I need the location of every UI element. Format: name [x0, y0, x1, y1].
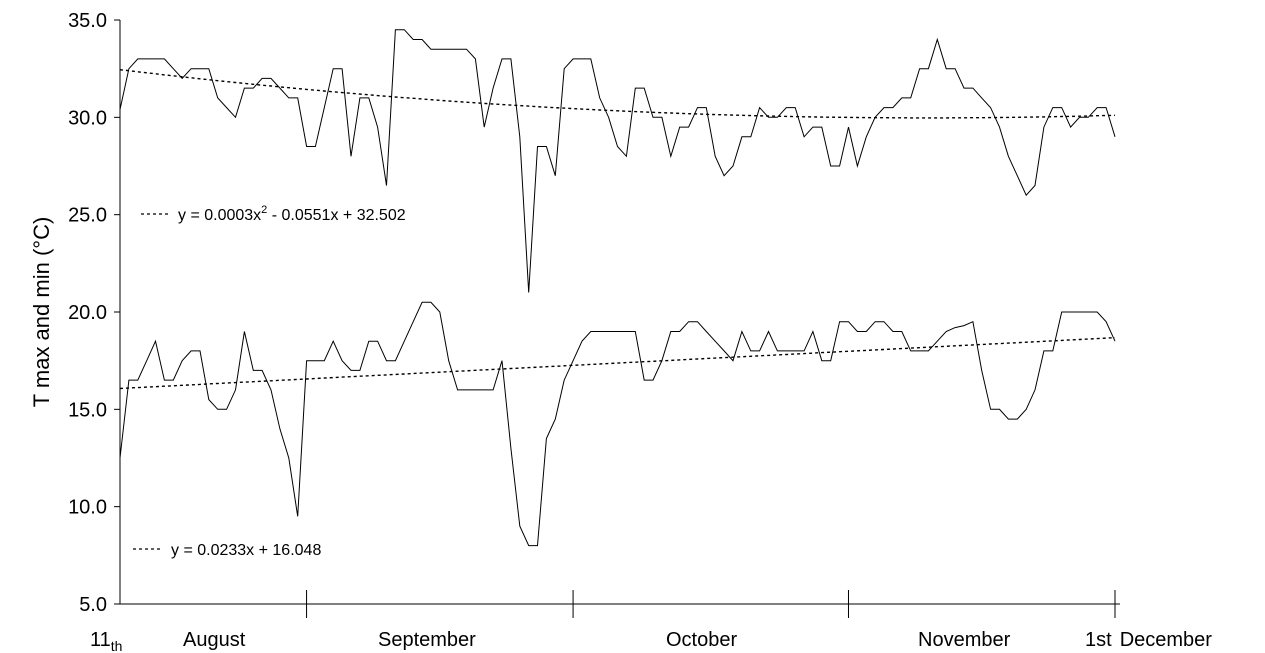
x-label-october: October [666, 629, 737, 651]
chart-axes [115, 20, 1120, 605]
y-ticks: 5.0 10.0 15.0 20.0 25.0 30.0 35.0 [68, 10, 120, 616]
y-tick-label-0: 5.0 [79, 594, 107, 616]
x-ticks [306, 590, 1116, 618]
x-label-start: 11th [90, 629, 122, 653]
trendline-tmin [119, 337, 1116, 390]
x-axis-labels: 11th August September October November 1… [90, 629, 1212, 653]
series-lines [119, 29, 1116, 547]
tmin-trend-equation: y = 0.0233x + 16.048 [171, 542, 321, 559]
y-axis-label: T max and min (°C) [29, 217, 54, 408]
x-label-september: September [378, 629, 476, 651]
x-label-november: November [918, 629, 1011, 651]
y-tick-label-5: 30.0 [68, 107, 107, 129]
series-line-tmin [119, 301, 1116, 547]
y-tick-label-1: 10.0 [68, 497, 107, 519]
y-tick-label-3: 20.0 [68, 302, 107, 324]
y-tick-label-6: 35.0 [68, 10, 107, 32]
tmax-trend-equation: y = 0.0003x2 - 0.0551x + 32.502 [178, 204, 406, 224]
x-label-end: 1st December [1085, 629, 1212, 651]
trendline-legends: y = 0.0003x2 - 0.0551x + 32.502 y = 0.02… [133, 204, 406, 559]
trendlines [119, 69, 1116, 390]
series-line-tmax [119, 29, 1116, 293]
x-label-august: August [183, 629, 246, 651]
y-tick-label-2: 15.0 [68, 399, 107, 421]
y-tick-label-4: 25.0 [68, 205, 107, 227]
trendline-tmax [119, 69, 1116, 119]
